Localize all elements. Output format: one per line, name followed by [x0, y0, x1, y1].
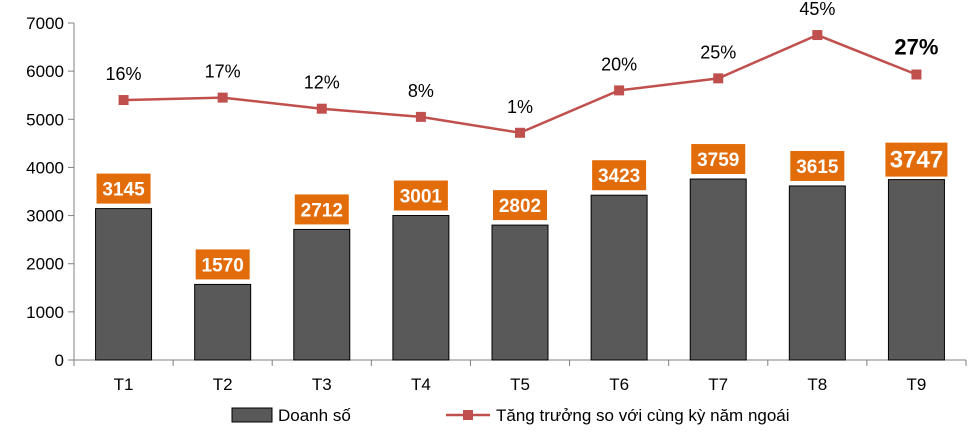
bar-label-box — [885, 142, 948, 177]
bar-label-t3: 2712 — [294, 194, 349, 225]
growth-label-t8: 45% — [799, 0, 835, 19]
growth-marker-t9 — [911, 69, 922, 80]
bar-label-box — [195, 249, 250, 280]
bar-label-box — [96, 173, 151, 204]
legend-item-line: Tăng trưởng so với cùng kỳ năm ngoái — [446, 406, 790, 425]
x-tick-label-t9: T9 — [907, 375, 927, 394]
bar-t5 — [491, 224, 549, 361]
bar-t7 — [689, 178, 747, 361]
y-tick-label: 7000 — [26, 14, 64, 33]
bar-t6 — [590, 194, 648, 361]
bar-label-box — [493, 190, 547, 221]
growth-label-t1: 16% — [106, 64, 142, 84]
bar-t3 — [293, 228, 351, 361]
growth-marker-t2 — [217, 92, 228, 103]
bar-label-t9: 3747 — [885, 142, 948, 177]
growth-label-t5: 1% — [507, 97, 533, 117]
bar-t4 — [392, 215, 450, 361]
bar-t1 — [95, 208, 153, 361]
legend: Doanh số Tăng trưởng so với cùng kỳ năm n… — [231, 406, 790, 425]
bar-label-text: 2802 — [499, 196, 541, 217]
bar-label-text: 3615 — [796, 157, 839, 178]
growth-label-t7: 25% — [700, 42, 736, 62]
bar-label-text: 3759 — [697, 150, 739, 171]
bar-label-box — [790, 150, 845, 181]
x-tick-label-t2: T2 — [213, 375, 233, 394]
bar-label-t2: 1570 — [195, 249, 250, 280]
y-tick-label: 6000 — [26, 62, 64, 81]
bar-label-box — [393, 180, 448, 211]
bar-t2 — [194, 283, 252, 361]
bar-label-text: 1570 — [202, 255, 244, 276]
y-tick-label: 3000 — [26, 207, 64, 226]
y-tick-label: 0 — [55, 351, 64, 370]
y-tick-label: 4000 — [26, 158, 64, 177]
bar-t9 — [887, 179, 945, 361]
growth-marker-t4 — [415, 111, 426, 122]
bar-label-text: 3145 — [102, 180, 145, 201]
y-tick-label: 5000 — [26, 110, 64, 129]
growth-label-t9: 27% — [894, 35, 938, 60]
bar-t8 — [788, 185, 846, 361]
growth-label-t3: 12% — [304, 73, 340, 93]
line-data-labels: 16% 17% 12% 8% 1% 20% 25% 45% 27% — [106, 0, 939, 117]
growth-marker-t3 — [316, 103, 327, 114]
legend-swatch-bar — [231, 407, 273, 423]
x-tick-label-t4: T4 — [411, 375, 431, 394]
x-tick-label-t5: T5 — [510, 375, 530, 394]
growth-label-t6: 20% — [601, 54, 637, 74]
bar-label-t7: 3759 — [691, 144, 746, 175]
bar-label-box — [294, 194, 349, 225]
bar-label-box — [691, 144, 746, 175]
bar-label-box — [592, 160, 647, 191]
growth-marker-t6 — [614, 85, 625, 96]
growth-marker-t5 — [515, 127, 525, 138]
growth-marker-t1 — [118, 95, 129, 106]
bar-label-t8: 3615 — [790, 150, 845, 181]
legend-item-bar: Doanh số — [231, 406, 351, 425]
growth-marker-t7 — [713, 73, 724, 84]
growth-line — [123, 33, 917, 135]
growth-marker-t8 — [812, 30, 823, 41]
bar-label-t5: 2802 — [493, 190, 547, 221]
x-tick-label-t1: T1 — [114, 375, 134, 394]
legend-swatch-marker — [463, 410, 473, 420]
y-tick-label: 1000 — [26, 303, 64, 322]
legend-label-bar: Doanh số — [278, 406, 351, 425]
legend-label-line: Tăng trưởng so với cùng kỳ năm ngoái — [496, 406, 790, 425]
bar-label-t1: 3145 — [96, 173, 151, 204]
bar-data-labels: 3145 1570 2712 3001 2802 3423 3759 3615 3747 — [96, 142, 948, 280]
bar-label-text: 3747 — [890, 147, 943, 174]
bar-label-t6: 3423 — [592, 160, 647, 191]
axes: 0 1000 2000 3000 4000 5000 6000 7000 T1 T2 T3 T4 T5 T… — [26, 14, 967, 394]
x-tick-label-t8: T8 — [807, 375, 827, 394]
x-tick-label-t3: T3 — [312, 375, 332, 394]
bar-series — [95, 178, 945, 361]
y-tick-label: 2000 — [26, 255, 64, 274]
bar-label-text: 2712 — [301, 200, 343, 221]
bar-label-t4: 3001 — [393, 180, 448, 211]
bar-label-text: 3423 — [598, 166, 640, 187]
x-tick-label-t6: T6 — [609, 375, 629, 394]
line-series — [118, 30, 922, 138]
x-tick-label-t7: T7 — [708, 375, 728, 394]
growth-label-t2: 17% — [205, 62, 241, 82]
growth-label-t4: 8% — [408, 81, 434, 101]
bar-label-text: 3001 — [400, 187, 443, 208]
